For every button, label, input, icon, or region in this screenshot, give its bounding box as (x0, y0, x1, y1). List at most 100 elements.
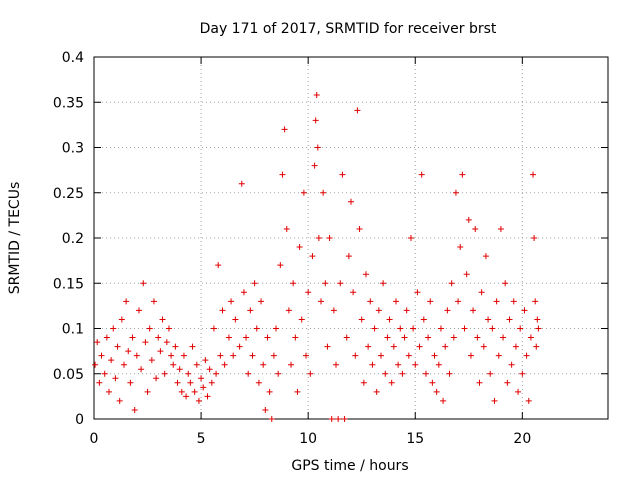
data-point (444, 307, 451, 314)
data-point (195, 397, 202, 404)
data-point (114, 343, 121, 350)
y-tick-label: 0.25 (53, 186, 84, 202)
data-point (523, 352, 530, 359)
data-point (371, 325, 378, 332)
data-point (489, 325, 496, 332)
data-point (399, 370, 406, 377)
data-point (358, 316, 365, 323)
data-point (446, 370, 453, 377)
data-point (440, 397, 447, 404)
data-point (392, 298, 399, 305)
data-point (296, 244, 303, 251)
data-point (407, 235, 414, 241)
data-point (300, 189, 307, 196)
data-point (322, 280, 329, 287)
data-point (202, 357, 209, 364)
data-point (157, 348, 164, 355)
data-point (210, 325, 217, 332)
data-point (375, 307, 382, 314)
data-point (459, 171, 466, 178)
data-point (506, 316, 513, 323)
data-point (442, 343, 449, 350)
data-point (221, 361, 228, 368)
data-point (350, 289, 357, 296)
data-point (112, 375, 119, 382)
data-point (312, 117, 319, 124)
data-point (213, 370, 220, 377)
data-point (497, 225, 504, 232)
data-point (191, 388, 198, 395)
data-point (200, 384, 207, 391)
data-point (487, 370, 494, 377)
data-point (517, 325, 524, 332)
data-point (388, 379, 395, 386)
data-point (491, 397, 498, 404)
data-point (123, 298, 130, 305)
data-point (373, 388, 380, 395)
data-point (397, 325, 404, 332)
data-point (273, 325, 280, 332)
y-tick-label: 0.1 (62, 322, 84, 338)
data-point (480, 343, 487, 350)
data-point (243, 334, 250, 341)
data-point (165, 325, 172, 332)
data-point (163, 339, 170, 346)
data-point (309, 253, 316, 260)
data-point (457, 244, 464, 251)
data-point (148, 357, 155, 364)
data-point (455, 298, 462, 305)
data-point (367, 298, 374, 305)
data-point (206, 366, 213, 373)
data-point (403, 307, 410, 314)
data-point (193, 361, 200, 368)
data-point (153, 375, 160, 382)
data-point (92, 361, 99, 368)
data-point (527, 334, 534, 341)
data-point (238, 180, 245, 187)
data-point (502, 280, 509, 287)
data-point (150, 298, 157, 305)
data-point (470, 307, 477, 314)
data-point (225, 334, 232, 341)
data-point (172, 343, 179, 350)
data-point (369, 361, 376, 368)
data-point (519, 370, 526, 377)
data-point (94, 339, 101, 346)
data-point (365, 343, 372, 350)
data-point (337, 280, 344, 287)
data-point (285, 307, 292, 314)
data-point (101, 370, 108, 377)
data-point (178, 388, 185, 395)
data-point (245, 370, 252, 377)
data-point (377, 352, 384, 359)
data-point (313, 92, 320, 99)
data-point (219, 307, 226, 314)
data-point (495, 352, 502, 359)
data-point (183, 393, 190, 400)
data-point (204, 393, 211, 400)
data-point (146, 325, 153, 332)
data-point (512, 343, 519, 350)
data-point (508, 361, 515, 368)
data-point (531, 235, 538, 241)
data-point (500, 334, 507, 341)
data-point (330, 307, 337, 314)
data-point (356, 225, 363, 232)
data-point (135, 307, 142, 314)
data-point (354, 107, 361, 114)
data-point (476, 379, 483, 386)
y-tick-label: 0.05 (53, 367, 84, 383)
data-point (485, 316, 492, 323)
data-point (249, 352, 256, 359)
data-point (380, 280, 387, 287)
data-point (348, 198, 354, 205)
data-point (386, 316, 393, 323)
y-tick-labels: 0 0.05 0.1 0.15 0.2 0.25 0.3 0.35 0.4 (53, 50, 84, 428)
data-point (140, 280, 147, 287)
x-axis-label: GPS time / hours (291, 458, 408, 474)
data-point (525, 397, 532, 404)
data-point (401, 334, 408, 341)
data-point (290, 280, 297, 287)
data-point (414, 289, 421, 296)
y-tick-label: 0.3 (62, 141, 84, 157)
